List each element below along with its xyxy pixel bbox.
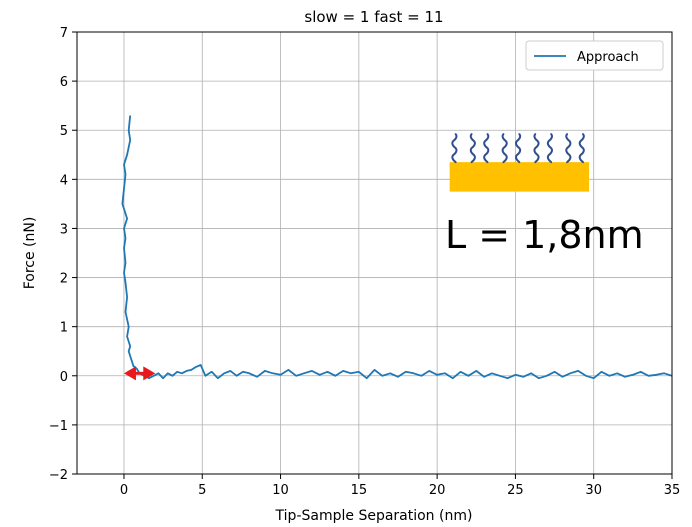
y-tick-label: 3 — [60, 222, 68, 237]
x-axis-label: Tip-Sample Separation (nm) — [275, 508, 473, 524]
y-tick-label: 7 — [60, 26, 68, 41]
polymer-chains — [451, 133, 585, 164]
legend-label-approach: Approach — [577, 50, 639, 65]
y-tick-label: 5 — [60, 124, 68, 139]
polymer-chain — [578, 133, 585, 164]
plot-background — [77, 32, 672, 474]
x-tick-label: 10 — [272, 483, 289, 498]
legend: Approach — [525, 40, 664, 71]
x-tick-label: 15 — [351, 483, 368, 498]
polymer-chain — [546, 133, 553, 164]
x-tick-label: 5 — [198, 483, 206, 498]
y-axis-ticks: −2 −1 0 1 2 3 4 5 6 7 — [49, 26, 77, 483]
polymer-chain — [451, 133, 458, 164]
x-tick-label: 25 — [507, 483, 524, 498]
y-tick-label: −2 — [49, 468, 68, 483]
x-tick-label: 30 — [585, 483, 602, 498]
polymer-chain — [533, 133, 540, 164]
y-tick-label: 6 — [60, 75, 68, 90]
thickness-annotation: L = 1,8nm — [445, 213, 644, 257]
plot-frame — [76, 31, 673, 475]
y-tick-label: −1 — [49, 419, 68, 434]
chart-title: slow = 1 fast = 11 — [304, 8, 443, 26]
x-axis-ticks: 0 5 10 15 20 25 30 35 — [120, 474, 680, 498]
polymer-chain — [515, 133, 522, 164]
y-tick-label: 0 — [60, 370, 68, 385]
y-tick-label: 4 — [60, 173, 68, 188]
polymer-chain — [483, 133, 490, 164]
x-tick-label: 35 — [664, 483, 681, 498]
legend-box — [525, 40, 664, 71]
x-tick-label: 0 — [120, 483, 128, 498]
arrow-head-right — [143, 366, 156, 381]
polymer-chain — [565, 133, 572, 164]
x-tick-label: 20 — [429, 483, 446, 498]
substrate-schematic — [449, 133, 590, 192]
arrow-head-left — [123, 366, 136, 381]
y-tick-label: 1 — [60, 321, 68, 336]
polymer-chain — [469, 133, 476, 164]
y-axis-label: Force (nN) — [22, 217, 38, 290]
substrate-block — [449, 162, 590, 192]
y-tick-label: 2 — [60, 272, 68, 287]
polymer-chain — [501, 133, 508, 164]
approach-series-line — [121, 115, 673, 380]
thickness-double-arrow — [123, 366, 156, 381]
